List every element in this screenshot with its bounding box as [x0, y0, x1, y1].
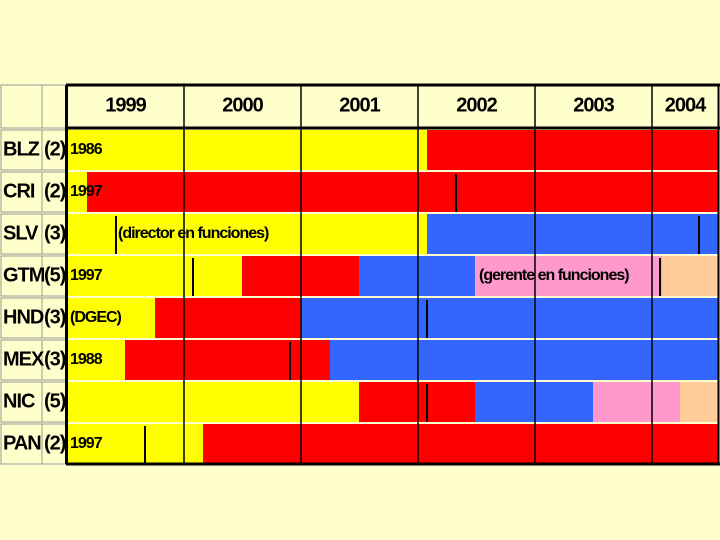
period-bar	[67, 130, 427, 170]
period-bar	[427, 214, 718, 254]
period-bar	[475, 382, 593, 422]
count-label: (5)	[44, 264, 66, 286]
year-label: 2000	[222, 94, 263, 116]
period-bar	[593, 382, 680, 422]
period-bar	[155, 298, 301, 338]
count-label: (3)	[44, 306, 66, 328]
country-code: MEX	[3, 348, 45, 370]
period-bar	[67, 298, 155, 338]
note: 1997	[70, 435, 103, 452]
period-bar	[330, 340, 718, 380]
note: 1988	[70, 351, 103, 368]
period-bar	[359, 256, 475, 296]
period-bar	[67, 382, 359, 422]
year-label: 2004	[665, 94, 707, 116]
period-bar	[67, 340, 125, 380]
period-bar	[475, 256, 662, 296]
period-bar	[427, 130, 718, 170]
count-label: (3)	[44, 348, 66, 370]
note: (director en funciones)	[118, 225, 269, 242]
period-bar	[87, 172, 718, 212]
period-bar	[125, 340, 330, 380]
year-label: 2003	[573, 94, 614, 116]
note: 1997	[70, 183, 103, 200]
country-code: NIC	[3, 390, 35, 412]
period-bar	[67, 214, 427, 254]
country-code: BLZ	[3, 138, 40, 160]
count-label: (5)	[44, 390, 66, 412]
period-bar	[359, 382, 475, 422]
period-bar	[203, 424, 718, 464]
period-bar	[67, 256, 242, 296]
country-code: PAN	[3, 432, 41, 454]
count-label: (2)	[44, 180, 66, 202]
count-label: (2)	[44, 138, 66, 160]
country-code: GTM	[3, 264, 45, 286]
year-label: 2001	[339, 94, 380, 116]
note: 1997	[70, 267, 103, 284]
year-label: 1999	[105, 94, 146, 116]
period-bar	[301, 298, 718, 338]
count-label: (2)	[44, 432, 66, 454]
note: 1986	[70, 141, 103, 158]
country-code: HND	[3, 306, 44, 328]
count-label: (3)	[44, 222, 66, 244]
period-bar	[67, 424, 203, 464]
period-bar	[67, 172, 87, 212]
note: (DGEC)	[70, 309, 122, 326]
period-bar	[662, 256, 718, 296]
year-label: 2002	[456, 94, 497, 116]
country-code: SLV	[3, 222, 39, 244]
note: (gerente en funciones)	[479, 267, 629, 284]
country-code: CRI	[3, 180, 35, 202]
period-bar	[680, 382, 718, 422]
